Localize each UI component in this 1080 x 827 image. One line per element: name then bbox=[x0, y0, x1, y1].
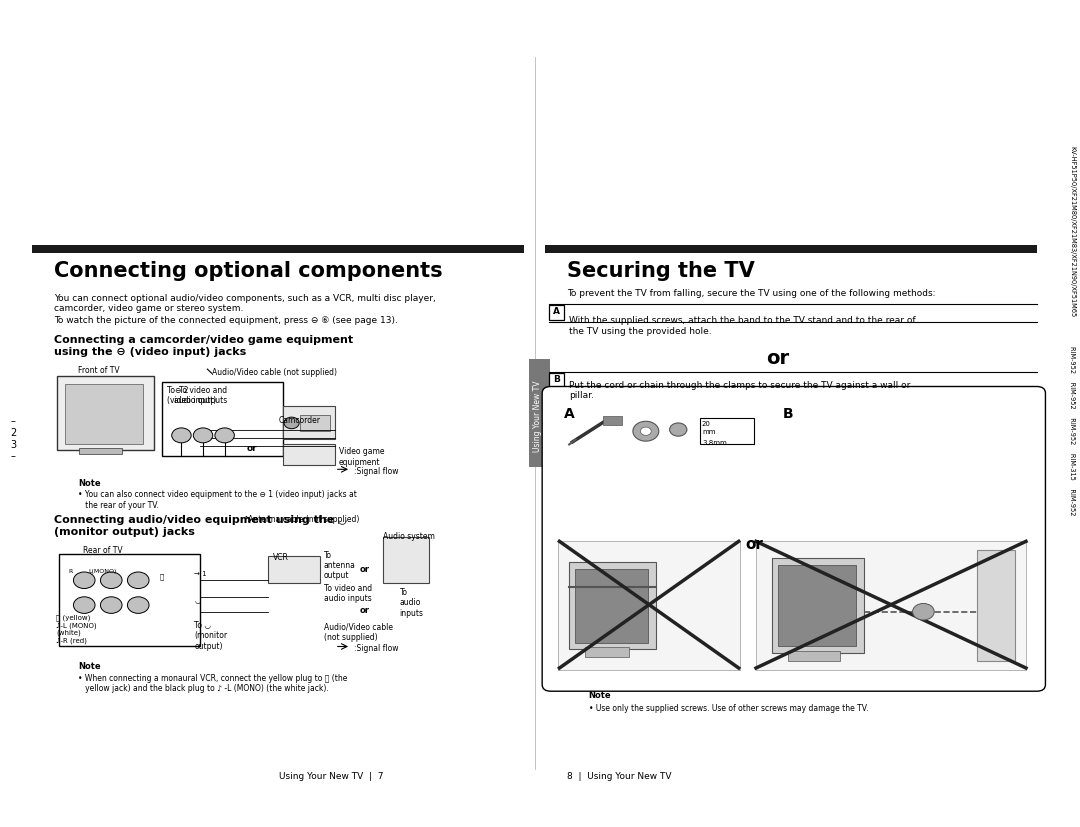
Circle shape bbox=[127, 597, 149, 614]
Circle shape bbox=[100, 572, 122, 589]
FancyBboxPatch shape bbox=[162, 382, 283, 457]
Text: R: R bbox=[68, 568, 72, 573]
Text: –
2
3
–: – 2 3 – bbox=[10, 416, 16, 461]
Text: B: B bbox=[783, 407, 794, 421]
Circle shape bbox=[633, 422, 659, 442]
Text: To prevent the TV from falling, secure the TV using one of the following methods: To prevent the TV from falling, secure t… bbox=[567, 289, 935, 298]
Text: Securing the TV: Securing the TV bbox=[567, 261, 755, 280]
FancyBboxPatch shape bbox=[772, 558, 864, 653]
FancyBboxPatch shape bbox=[542, 387, 1045, 691]
FancyBboxPatch shape bbox=[529, 360, 551, 467]
Circle shape bbox=[73, 597, 95, 614]
Text: Note: Note bbox=[589, 691, 611, 700]
Circle shape bbox=[193, 428, 213, 443]
Text: B: B bbox=[553, 375, 559, 384]
Text: Connecting optional components: Connecting optional components bbox=[54, 261, 443, 280]
Text: L(MONO): L(MONO) bbox=[89, 568, 117, 573]
Text: A: A bbox=[553, 307, 559, 316]
Text: :Signal flow: :Signal flow bbox=[354, 643, 399, 653]
Circle shape bbox=[640, 428, 651, 436]
Text: You can connect optional audio/video components, such as a VCR, multi disc playe: You can connect optional audio/video com… bbox=[54, 294, 435, 313]
FancyBboxPatch shape bbox=[32, 246, 524, 254]
FancyBboxPatch shape bbox=[283, 407, 335, 440]
Text: Note: Note bbox=[78, 478, 100, 487]
FancyBboxPatch shape bbox=[778, 566, 856, 647]
FancyBboxPatch shape bbox=[57, 376, 154, 451]
Text: Ⓐ (yellow)
♪-L (MONO)
(white)
♪-R (red): Ⓐ (yellow) ♪-L (MONO) (white) ♪-R (red) bbox=[56, 614, 97, 643]
Circle shape bbox=[127, 572, 149, 589]
Text: Using Your New TV  |  7: Using Your New TV | 7 bbox=[279, 771, 383, 780]
Text: Rear of TV: Rear of TV bbox=[83, 546, 123, 555]
FancyBboxPatch shape bbox=[977, 550, 1015, 662]
Text: To video and
audio inputs: To video and audio inputs bbox=[324, 583, 373, 602]
Text: Audio system: Audio system bbox=[383, 531, 435, 540]
FancyBboxPatch shape bbox=[545, 246, 1037, 254]
Text: Using Your New TV: Using Your New TV bbox=[532, 380, 542, 452]
Circle shape bbox=[913, 604, 934, 620]
FancyBboxPatch shape bbox=[79, 448, 122, 455]
FancyBboxPatch shape bbox=[569, 562, 656, 649]
Text: To⊖ 2
(video input): To⊖ 2 (video input) bbox=[167, 385, 217, 404]
Circle shape bbox=[100, 597, 122, 614]
FancyBboxPatch shape bbox=[549, 374, 564, 389]
Text: 20: 20 bbox=[702, 420, 711, 426]
Text: or: or bbox=[360, 564, 369, 573]
Text: Front of TV: Front of TV bbox=[78, 366, 120, 375]
FancyBboxPatch shape bbox=[268, 557, 320, 583]
Text: Connecting audio/video equipment using the ◡
(monitor output) jacks: Connecting audio/video equipment using t… bbox=[54, 514, 347, 536]
Text: A: A bbox=[564, 407, 575, 421]
Text: To watch the picture of the connected equipment, press ⊖ ⑥ (see page 13).: To watch the picture of the connected eq… bbox=[54, 316, 397, 325]
Text: To
antenna
output: To antenna output bbox=[324, 550, 356, 580]
Text: Audio/Video cable (not supplied): Audio/Video cable (not supplied) bbox=[212, 367, 337, 376]
Circle shape bbox=[73, 572, 95, 589]
Text: Video game
equipment: Video game equipment bbox=[339, 447, 384, 466]
Text: Camcorder: Camcorder bbox=[279, 416, 321, 425]
FancyBboxPatch shape bbox=[575, 569, 648, 643]
Circle shape bbox=[172, 428, 191, 443]
FancyBboxPatch shape bbox=[283, 444, 335, 466]
Text: or: or bbox=[246, 443, 257, 452]
Text: :Signal flow: :Signal flow bbox=[354, 466, 399, 476]
Text: or: or bbox=[745, 536, 762, 551]
Text: To
audio
inputs: To audio inputs bbox=[400, 587, 423, 617]
FancyBboxPatch shape bbox=[756, 542, 1026, 670]
Text: or: or bbox=[360, 605, 369, 614]
FancyBboxPatch shape bbox=[383, 538, 429, 583]
FancyBboxPatch shape bbox=[300, 415, 330, 432]
FancyBboxPatch shape bbox=[558, 542, 740, 670]
FancyBboxPatch shape bbox=[59, 554, 200, 647]
Text: Antenna cable (not supplied): Antenna cable (not supplied) bbox=[248, 514, 360, 523]
FancyBboxPatch shape bbox=[585, 648, 629, 657]
Text: 3.8mm: 3.8mm bbox=[702, 439, 727, 445]
Text: • When connecting a monaural VCR, connect the yellow plug to Ⓐ (the
   yellow ja: • When connecting a monaural VCR, connec… bbox=[78, 673, 347, 692]
Text: • You can also connect video equipment to the ⊖ 1 (video input) jacks at
   the : • You can also connect video equipment t… bbox=[78, 490, 356, 509]
FancyBboxPatch shape bbox=[603, 417, 622, 425]
Text: Audio/Video cable
(not supplied): Audio/Video cable (not supplied) bbox=[324, 622, 393, 641]
FancyBboxPatch shape bbox=[65, 385, 143, 444]
Text: → 1: → 1 bbox=[194, 571, 207, 576]
Text: RIM-952    RIM-952    RIM-952    RIM-315    RIM-952: RIM-952 RIM-952 RIM-952 RIM-315 RIM-952 bbox=[1069, 346, 1075, 514]
Text: VCR: VCR bbox=[273, 552, 289, 562]
Circle shape bbox=[670, 423, 687, 437]
Text: 8  |  Using Your New TV: 8 | Using Your New TV bbox=[567, 771, 672, 780]
Text: Ⓐ: Ⓐ bbox=[160, 572, 164, 579]
Circle shape bbox=[215, 428, 234, 443]
Text: or: or bbox=[766, 349, 789, 368]
Text: Note: Note bbox=[78, 662, 100, 671]
FancyBboxPatch shape bbox=[700, 418, 754, 445]
Text: mm: mm bbox=[702, 428, 715, 434]
Text: ◡: ◡ bbox=[194, 597, 201, 603]
Text: Connecting a camcorder/video game equipment
using the ⊖ (video input) jacks: Connecting a camcorder/video game equipm… bbox=[54, 335, 353, 356]
Circle shape bbox=[284, 418, 299, 429]
Text: Put the cord or chain through the clamps to secure the TV against a wall or
pill: Put the cord or chain through the clamps… bbox=[569, 380, 910, 399]
FancyBboxPatch shape bbox=[788, 652, 840, 662]
Text: To video and
audio outputs: To video and audio outputs bbox=[174, 385, 227, 404]
Text: With the supplied screws, attach the band to the TV stand and to the rear of
the: With the supplied screws, attach the ban… bbox=[569, 316, 916, 335]
Text: To ◡
(monitor
output): To ◡ (monitor output) bbox=[194, 620, 228, 650]
FancyBboxPatch shape bbox=[549, 306, 564, 321]
Text: KV-HF51P50/XF21M80/XF21M83/XF21N90/XF51M65: KV-HF51P50/XF21M80/XF21M83/XF21N90/XF51M… bbox=[1069, 146, 1075, 317]
Text: • Use only the supplied screws. Use of other screws may damage the TV.: • Use only the supplied screws. Use of o… bbox=[589, 703, 868, 712]
